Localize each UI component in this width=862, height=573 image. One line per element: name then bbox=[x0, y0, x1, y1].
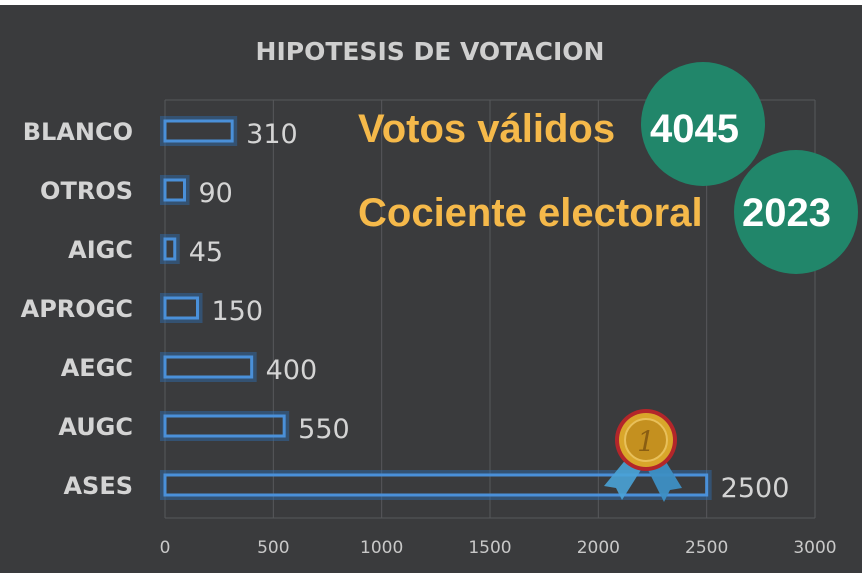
quotient-label: Cociente electoral bbox=[358, 191, 703, 235]
value-label: 45 bbox=[189, 237, 223, 268]
value-label: 90 bbox=[199, 178, 233, 209]
category-label: ASES bbox=[63, 472, 133, 500]
valid-votes-circle bbox=[641, 62, 765, 186]
bar bbox=[163, 473, 709, 497]
bar-glow bbox=[160, 116, 238, 146]
bar bbox=[163, 237, 177, 261]
x-axis-ticks: 0 500 1000 1500 2000 2500 3000 bbox=[160, 538, 837, 558]
bar bbox=[163, 355, 254, 379]
bar-glow bbox=[160, 352, 257, 382]
bar bbox=[163, 178, 186, 202]
category-label: AIGC bbox=[68, 236, 133, 264]
category-label: AEGC bbox=[61, 354, 133, 382]
category-label: BLANCO bbox=[23, 118, 133, 146]
x-tick-label: 2000 bbox=[577, 538, 620, 558]
bar-glow bbox=[160, 411, 290, 441]
valid-votes-label: Votos válidos bbox=[358, 107, 615, 151]
gold-medal-icon: 1 bbox=[604, 409, 682, 502]
x-tick-label: 0 bbox=[160, 538, 171, 558]
bar-glow bbox=[160, 234, 180, 264]
category-label: OTROS bbox=[40, 177, 133, 205]
category-label: APROGC bbox=[21, 295, 133, 323]
category-label: AUGC bbox=[58, 413, 133, 441]
bar bbox=[163, 414, 286, 438]
svg-text:1: 1 bbox=[637, 425, 655, 458]
bars bbox=[160, 116, 712, 500]
quotient-circle bbox=[734, 150, 858, 274]
x-tick-label: 3000 bbox=[793, 538, 836, 558]
value-label: 400 bbox=[266, 355, 318, 386]
bar-glow bbox=[160, 470, 712, 500]
bar bbox=[163, 296, 199, 320]
value-label: 2500 bbox=[721, 473, 790, 504]
x-tick-label: 1500 bbox=[468, 538, 511, 558]
x-tick-label: 500 bbox=[257, 538, 289, 558]
bar bbox=[163, 119, 234, 143]
bar-glow bbox=[160, 293, 203, 323]
valid-votes-value: 4045 bbox=[650, 107, 739, 151]
x-tick-label: 1000 bbox=[360, 538, 403, 558]
value-label: 550 bbox=[298, 414, 350, 445]
category-labels: BLANCO OTROS AIGC APROGC AEGC AUGC ASES bbox=[21, 118, 133, 500]
quotient-value: 2023 bbox=[742, 191, 831, 235]
bar-glow bbox=[160, 175, 190, 205]
value-label: 310 bbox=[246, 119, 298, 150]
value-label: 150 bbox=[212, 296, 264, 327]
x-tick-label: 2500 bbox=[685, 538, 728, 558]
chart-title: HIPOTESIS DE VOTACION bbox=[256, 37, 605, 66]
